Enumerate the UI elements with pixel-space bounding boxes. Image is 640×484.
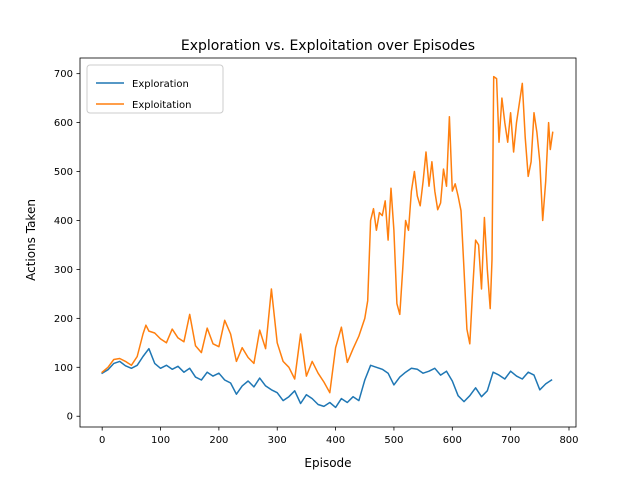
legend-label-exploitation: Exploitation [132,100,191,111]
y-tick-label: 400 [54,216,73,227]
series-line-exploitation [101,75,554,394]
y-tick-label: 700 [54,69,73,80]
legend-label-exploration: Exploration [132,79,189,90]
x-tick-label: 0 [99,435,105,446]
chart-title: Exploration vs. Exploitation over Episod… [181,38,475,54]
plot-frame [79,57,577,428]
x-tick-label: 400 [326,435,345,446]
y-tick-label: 300 [54,265,73,276]
legend: Exploration Exploitation [86,64,224,114]
x-tick-label: 500 [384,435,403,446]
y-axis-label: Actions Taken [24,199,38,281]
x-tick-label: 600 [443,435,462,446]
series-layer [101,75,554,409]
series-line-exploration [101,347,553,409]
axes-layer: 0 100 200 300 400 500 600 700 800 0 100 200 300 400 50… [54,57,579,446]
y-tick-label: 600 [54,118,73,129]
legend-box [86,64,224,114]
x-tick-label: 300 [268,435,287,446]
y-tick-label: 0 [67,412,73,423]
y-tick-label: 200 [54,314,73,325]
y-tick-label: 100 [54,363,73,374]
x-axis-label: Episode [304,456,351,470]
x-tick-label: 100 [151,435,170,446]
x-tick-label: 200 [209,435,228,446]
y-tick-label: 500 [54,167,73,178]
x-tick-label: 700 [501,435,520,446]
x-tick-label: 800 [559,435,578,446]
